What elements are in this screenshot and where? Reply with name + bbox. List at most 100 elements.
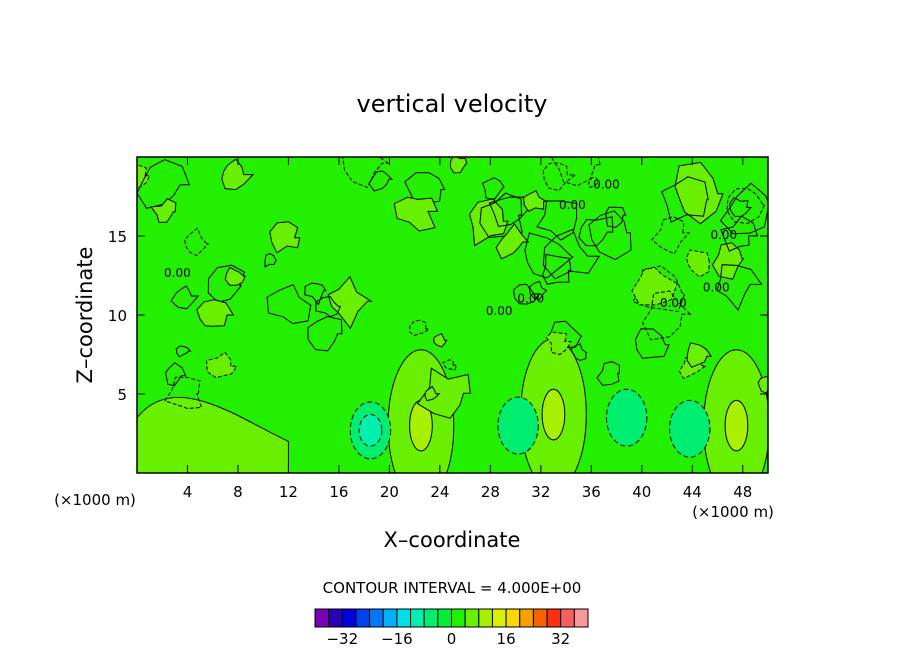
y-tick-label: 10 — [108, 307, 127, 325]
contour-line — [424, 385, 441, 402]
x-tick-label: 12 — [279, 483, 298, 501]
contour-label: 0.00 — [593, 178, 620, 192]
contour-line — [304, 282, 327, 306]
x-tick-label: 32 — [531, 483, 550, 501]
contour-field — [137, 338, 768, 473]
colorbar-tick-label: 0 — [447, 630, 457, 648]
contour-line — [207, 264, 245, 303]
colorbar-swatch — [369, 608, 384, 628]
contour-line — [542, 253, 572, 285]
contour-line — [441, 359, 458, 371]
contour-line — [634, 328, 670, 359]
contour-line — [175, 345, 192, 358]
contour-line — [433, 333, 448, 348]
y-tick-label: 5 — [117, 386, 127, 404]
contour-line — [196, 299, 235, 327]
contour-line — [164, 376, 203, 410]
contour-label: 0.00 — [559, 198, 586, 212]
colorbar-swatch — [396, 608, 412, 628]
contour-line — [164, 362, 187, 387]
contour-label: 0.00 — [164, 266, 191, 280]
contour-line — [716, 264, 763, 311]
x-tick-label: 28 — [481, 483, 500, 501]
x-tick-label: 20 — [380, 483, 399, 501]
colorbar-tick-label: 16 — [497, 630, 516, 648]
contour-line — [642, 290, 692, 341]
colorbar-tick-label: 32 — [551, 630, 570, 648]
contour-label: 0.00 — [517, 291, 544, 305]
colorbar-swatch — [451, 608, 466, 628]
contour-line — [264, 253, 278, 268]
x-tick-label: 8 — [233, 483, 243, 501]
colorbar-tick-label: −16 — [381, 630, 413, 648]
contour-line — [495, 223, 530, 260]
contour-label: 0.00 — [703, 280, 730, 294]
colorbar-swatch — [314, 608, 330, 628]
colorbar-swatch — [464, 608, 480, 628]
y-axis-label: Z–coordinate — [73, 247, 97, 384]
colorbar-tick-label: −32 — [326, 630, 358, 648]
colorbar-swatch — [532, 608, 548, 628]
x-tick-label: 48 — [733, 483, 752, 501]
contour-line — [327, 275, 373, 330]
contour-line — [266, 284, 313, 325]
downdraft-cell-4 — [349, 401, 392, 460]
x-tick-label: 16 — [329, 483, 348, 501]
contour-line — [404, 172, 446, 208]
contour-line — [632, 265, 686, 313]
contour-line — [184, 227, 210, 257]
contour-line — [342, 157, 390, 189]
x-tick-label: 24 — [430, 483, 449, 501]
contour-line — [522, 190, 549, 212]
contour-line — [720, 215, 759, 252]
colorbar-swatch — [560, 608, 575, 628]
contour-line — [729, 196, 752, 217]
x-unit-label-left: (×1000 m) — [54, 491, 136, 509]
contour-line — [587, 176, 600, 189]
contour-line — [137, 164, 151, 188]
contour-line — [393, 196, 439, 232]
contour-line — [170, 285, 200, 310]
contour-line — [269, 221, 301, 254]
contour-line — [206, 351, 238, 379]
x-tick-label: 4 — [183, 483, 193, 501]
updraft-cell-1 — [387, 349, 455, 473]
x-tick-label: 36 — [582, 483, 601, 501]
contour-line — [368, 170, 393, 192]
colorbar-swatch — [410, 608, 425, 628]
contour-label: 0.00 — [486, 304, 513, 318]
contour-line — [711, 242, 745, 280]
contour-line — [570, 343, 588, 362]
contour-line — [315, 295, 342, 318]
contour-line — [137, 159, 191, 209]
contour-line — [307, 315, 343, 352]
contour-lines: 0.00 0.00 0.00 0.00 0.00 0.00 0.00 0.00 — [137, 157, 768, 419]
colorbar-ticks: −32 −16 0 16 32 — [326, 630, 570, 648]
colorbar-swatch — [437, 608, 453, 628]
contour-line — [542, 228, 601, 280]
colorbar-swatch — [505, 608, 521, 628]
contour-line — [596, 361, 620, 386]
x-axis: 4 8 12 16 20 24 28 32 36 40 44 48 — [183, 157, 752, 501]
contour-line — [479, 192, 523, 239]
colorbar-swatch — [519, 608, 534, 628]
contour-line — [528, 280, 548, 301]
contour-line — [719, 182, 768, 235]
contour-line — [536, 200, 578, 241]
contour-line — [481, 177, 505, 200]
contour-line — [686, 342, 713, 368]
contour-line — [545, 331, 572, 355]
contour-line — [661, 176, 709, 223]
colorbar-swatch — [491, 608, 507, 628]
colorbar-swatch — [546, 608, 562, 628]
contour-line — [449, 157, 468, 174]
contour-line — [726, 187, 766, 225]
contour-line — [542, 162, 577, 192]
y-tick-label: 15 — [108, 228, 127, 246]
contour-label: 0.00 — [660, 296, 687, 310]
downdraft-cell-7 — [669, 399, 711, 458]
contour-line — [578, 216, 614, 247]
contour-label: 0.00 — [710, 228, 737, 242]
colorbar-swatch — [341, 608, 357, 628]
downdraft-cell-6 — [605, 388, 648, 447]
